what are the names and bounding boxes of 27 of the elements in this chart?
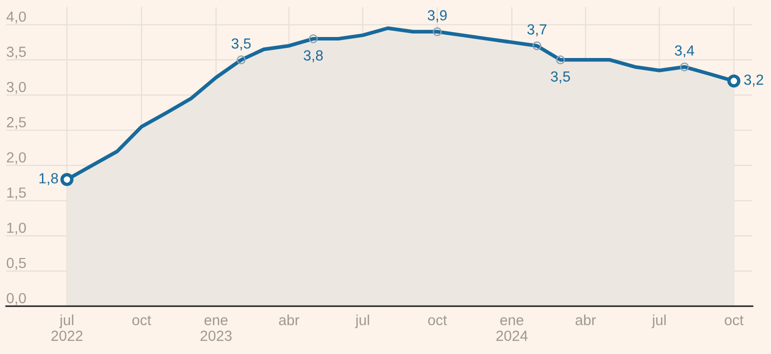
x-tick-label: oct [724,316,744,326]
x-tick-label: oct [132,316,152,326]
data-label: 1,8 [39,173,58,186]
x-tick-label: abr [279,314,300,326]
data-label: 3,2 [744,74,764,87]
x-tick-label: jul [652,314,666,328]
data-label: 3,9 [428,10,447,22]
x-tick-label: jul [355,314,370,328]
x-tick-label: ene 2023 [200,317,232,341]
y-tick-label: 2,0 [6,152,26,164]
y-tick-label: 0,5 [6,258,26,270]
y-tick-label: 2,5 [6,117,26,130]
x-tick-label: oct [428,316,447,326]
data-label: 3,5 [550,71,570,84]
data-label: 3,5 [232,38,251,50]
y-tick-label: 3,5 [6,46,26,59]
x-tick-label: jul 2022 [51,314,82,341]
data-label: 3,4 [674,45,694,58]
y-tick-label: 3,0 [6,82,26,94]
y-tick-label: 0,0 [6,293,26,306]
x-tick-label: abr [576,314,596,326]
data-label: 3,8 [304,50,323,62]
y-tick-label: 1,0 [7,222,26,235]
x-tick-label: ene 2024 [496,317,528,341]
y-tick-label: 1,5 [7,188,26,200]
y-tick-label: 4,0 [6,11,26,24]
data-label: 3,7 [527,24,546,36]
